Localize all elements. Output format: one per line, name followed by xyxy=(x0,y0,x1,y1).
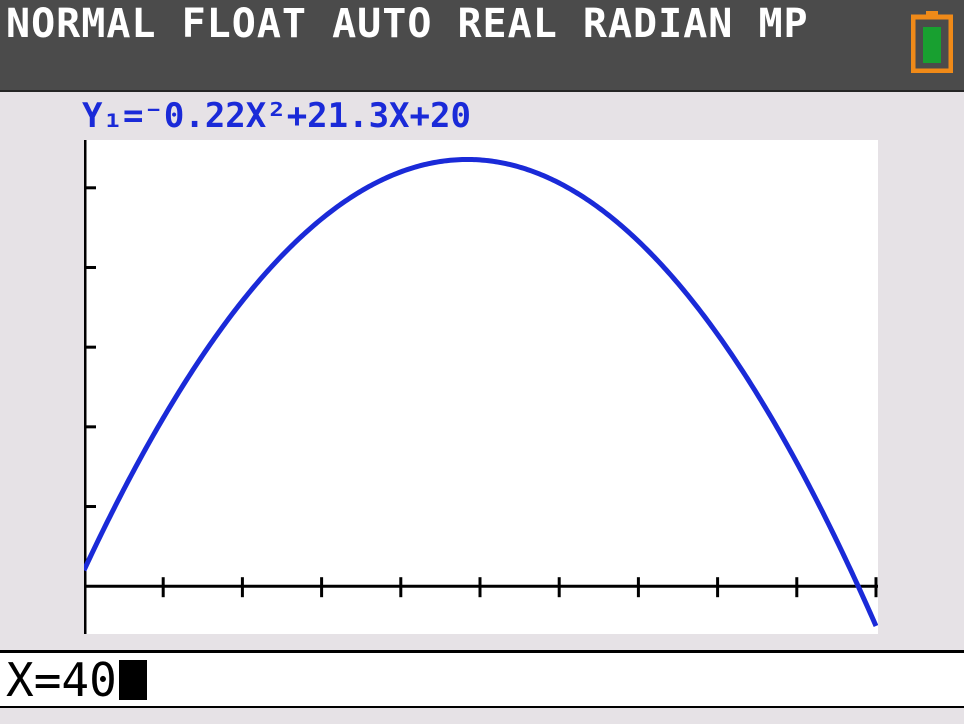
equation-label: Y₁=⁻0.22X²+21.3X+20 xyxy=(82,96,471,136)
battery-body xyxy=(911,14,953,73)
mode-status-text: NORMAL FLOAT AUTO REAL RADIAN MP xyxy=(6,1,809,47)
entry-line[interactable]: X=40 xyxy=(0,650,964,708)
battery-fill xyxy=(923,27,941,63)
status-bar: NORMAL FLOAT AUTO REAL RADIAN MP xyxy=(0,0,964,92)
battery-icon xyxy=(911,11,953,73)
battery-cap xyxy=(926,11,938,17)
axis-ticks xyxy=(84,186,878,598)
graph-area: Y₁=⁻0.22X²+21.3X+20 xyxy=(0,92,964,650)
entry-text: X=40 xyxy=(6,653,117,707)
bottom-strip xyxy=(0,708,964,724)
function-curve xyxy=(84,156,878,628)
text-cursor xyxy=(118,660,147,700)
graph-window[interactable] xyxy=(84,140,878,634)
graph-background xyxy=(84,140,878,634)
